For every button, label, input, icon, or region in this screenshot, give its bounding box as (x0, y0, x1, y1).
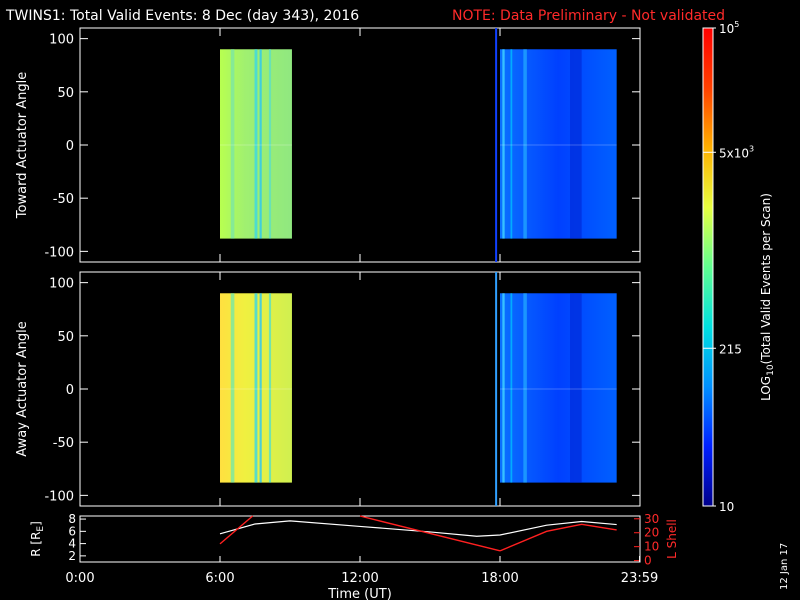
x-axis-label: Time (UT) (327, 587, 392, 600)
x-tick-label: 12:00 (341, 571, 378, 586)
label-part: R [R (29, 532, 43, 557)
y-tick-label: -100 (44, 489, 74, 504)
label-part: ] (29, 521, 43, 526)
x-tick-label: 0:00 (65, 571, 94, 586)
heatmap-stripe (268, 49, 272, 239)
y-axis-label: Away Actuator Angle (15, 321, 30, 456)
side-date-stamp: 12 Jan 17 (779, 543, 790, 590)
heatmap-block (500, 49, 617, 239)
heatmap-stripe (259, 293, 262, 483)
plot-frame (79, 515, 641, 563)
heatmap-stripe (254, 293, 258, 483)
tick-exponent: 5 (734, 20, 739, 29)
colorbar-strip (702, 27, 714, 507)
heatmap-stripe (230, 49, 235, 239)
x-tick-label: 6:00 (205, 571, 234, 586)
left-y-tick-label: 4 (68, 537, 76, 551)
heatmap-stripe (502, 49, 505, 239)
label-subscript: E (36, 526, 46, 532)
label-subscript: 10 (766, 364, 776, 376)
figure-title: TWINS1: Total Valid Events: 8 Dec (day 3… (5, 8, 359, 24)
tick-base: 10 (719, 500, 734, 514)
left-y-tick-label: 6 (68, 524, 76, 538)
lshell-series-line (499, 523, 617, 552)
tick-base: 10 (719, 22, 734, 36)
x-tick-label: 18:00 (481, 571, 518, 586)
label-part: LOG (759, 376, 773, 401)
radius-series-line (219, 520, 617, 537)
lshell-series-line (219, 515, 254, 545)
heatmap-stripe (570, 49, 582, 239)
y-tick-label: -100 (44, 245, 74, 260)
colorbar-tick-label: 105 (719, 20, 739, 36)
heatmap-stripe (570, 293, 582, 483)
x-tick-label: 23:59 (621, 571, 658, 586)
y-tick-label: 0 (66, 383, 74, 398)
label-part: (Total Valid Events per Scan) (759, 193, 773, 364)
heatmap-block (500, 293, 617, 483)
right-y-tick-label: 30 (644, 512, 659, 526)
y-tick-label: 50 (57, 330, 74, 345)
left-y-tick-label: 8 (68, 512, 76, 526)
right-y-axis-label: L Shell (665, 519, 679, 559)
y-tick-label: 100 (49, 33, 74, 48)
left-y-tick-label: 2 (68, 549, 76, 563)
colorbar-label: LOG10(Total Valid Events per Scan) (759, 193, 776, 401)
colorbar-tick-label: 215 (719, 342, 742, 356)
y-tick-label: -50 (53, 192, 74, 207)
tick-base: 215 (719, 342, 742, 356)
heatmap-stripe (502, 293, 505, 483)
preliminary-note: NOTE: Data Preliminary - Not validated (452, 8, 725, 24)
heatmap-stripe (523, 49, 527, 239)
right-y-tick-label: 0 (644, 554, 652, 568)
zero-angle-line (500, 388, 617, 390)
tick-base: 5x10 (719, 146, 749, 160)
tick-exponent: 3 (749, 144, 754, 153)
y-tick-label: 50 (57, 86, 74, 101)
y-tick-label: 0 (66, 139, 74, 154)
heatmap-stripe (523, 293, 527, 483)
left-y-axis-label: R [RE] (29, 521, 46, 557)
heatmap-stripe (510, 293, 513, 483)
right-y-tick-label: 20 (644, 526, 659, 540)
toward-heatmap-panel: 100 50 0 -50 -100 Toward Actuator Angle (15, 27, 641, 263)
zero-angle-line (500, 144, 617, 146)
heatmap-stripe (254, 49, 258, 239)
away-heatmap-panel: 100 50 0 -50 -100 Away Actuator Angle (15, 271, 641, 507)
heatmap-stripe (268, 293, 272, 483)
colorbar-tick-label: 10 (719, 500, 734, 514)
y-axis-label: Toward Actuator Angle (15, 72, 30, 219)
lshell-series-line (359, 515, 501, 552)
colorbar-tick-label: 5x103 (719, 144, 754, 160)
y-tick-label: -50 (53, 436, 74, 451)
heatmap-stripe (510, 49, 513, 239)
zero-angle-line (220, 144, 292, 146)
heatmap-stripe (259, 49, 262, 239)
y-tick-label: 100 (49, 277, 74, 292)
zero-angle-line (220, 388, 292, 390)
heatmap-stripe (230, 293, 235, 483)
right-y-tick-label: 10 (644, 540, 659, 554)
